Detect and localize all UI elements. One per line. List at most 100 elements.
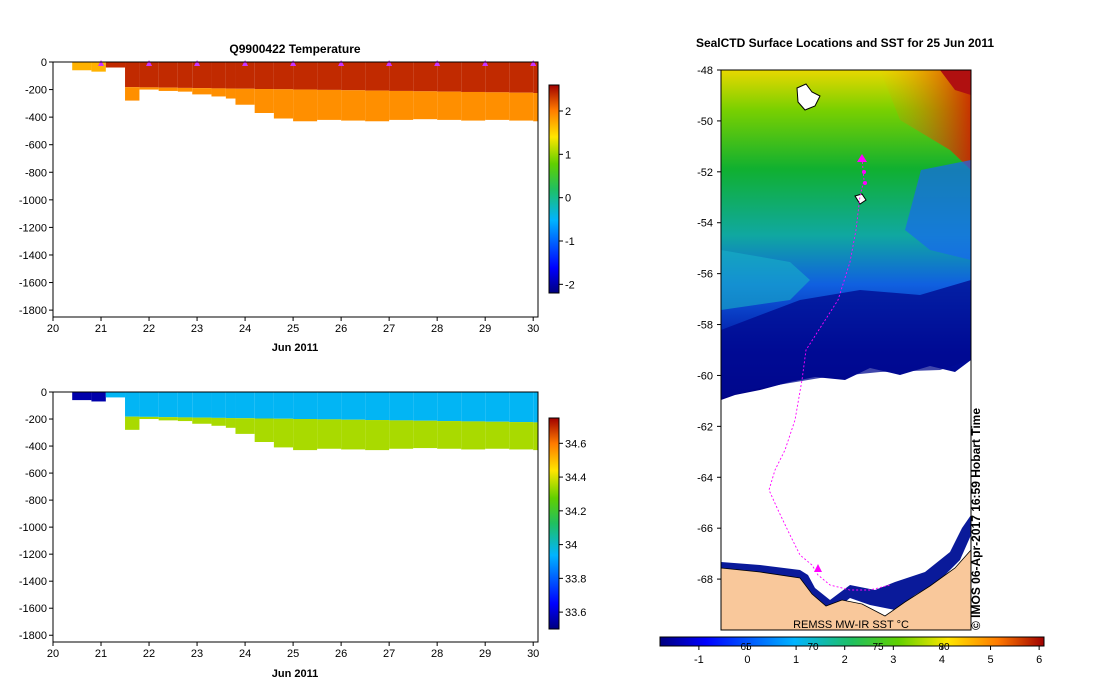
salinity-cell: [437, 421, 462, 449]
temperature-axes-frame: [52, 61, 539, 318]
heard-island: [854, 193, 867, 205]
salinity-x-tick-label: 24: [239, 648, 251, 660]
temperature-cell: [125, 62, 140, 88]
temperature-cell: [158, 87, 178, 91]
map-title: SealCTD Surface Locations and SST for 25…: [696, 36, 994, 50]
sst-colorbar-ticks: -1 0 1 2 3 4 5 6: [694, 646, 1042, 666]
temperature-cell: [273, 62, 294, 90]
temperature-cell: [413, 62, 438, 92]
salinity-x-tick-label: 25: [287, 648, 299, 660]
salinity-axes-frame: [52, 391, 539, 643]
temperature-cell: [293, 62, 318, 90]
salinity-cell: [177, 392, 193, 418]
longitude-tick-label: 75: [872, 642, 884, 653]
temperature-cell: [91, 62, 106, 72]
temperature-colorbar-ticks: 2 1 0 -1 -2: [559, 106, 575, 291]
salinity-cell: [461, 421, 486, 450]
temperature-panel: Q9900422 Temperature 20 21 22 23 24 25 26 27 28 2…: [19, 42, 575, 354]
sst-field: [721, 70, 971, 630]
salinity-cell: [413, 420, 438, 449]
sst-colorbar-label: REMSS MW-IR SST °C: [793, 619, 909, 631]
salinity-y-tick-label: -400: [25, 441, 47, 453]
temperature-cell: [365, 62, 390, 91]
temperature-cell: [235, 88, 255, 105]
longitude-tick-label: 70: [807, 642, 819, 653]
salinity-colorbar-tick-label: 34.6: [565, 438, 586, 450]
temperature-colorbar-tick-label: 2: [565, 106, 571, 118]
kerguelen-island: [796, 83, 821, 111]
temperature-cell: [413, 91, 438, 120]
temperature-cell: [139, 62, 159, 88]
temperature-x-tick-label: 23: [191, 323, 203, 335]
salinity-cell: [485, 392, 510, 422]
salinity-cell: [211, 417, 226, 426]
temperature-cell: [293, 89, 318, 122]
salinity-cell: [437, 392, 462, 422]
temperature-cell: [461, 91, 486, 121]
temperature-cell: [389, 90, 414, 120]
temperature-cell: [437, 91, 462, 120]
salinity-x-tick-label: 22: [143, 648, 155, 660]
temperature-cell: [365, 90, 390, 122]
sst-colorbar: [659, 636, 1045, 647]
temperature-cell: [317, 89, 342, 120]
salinity-cell: [139, 416, 159, 420]
temperature-cell: [341, 90, 366, 121]
profile-marker: [530, 60, 537, 66]
salinity-cell: [192, 417, 212, 424]
sst-colorbar-tick-label: 6: [1036, 654, 1042, 666]
latitude-tick-label: -54: [697, 218, 713, 230]
temperature-cell: [211, 88, 226, 97]
salinity-cell: [273, 392, 294, 419]
salinity-x-tick-label: 30: [527, 648, 539, 660]
latitude-tick-label: -56: [697, 269, 713, 281]
temperature-x-tick-label: 30: [527, 323, 539, 335]
latitude-tick-label: -50: [697, 116, 713, 128]
salinity-cell: [235, 418, 255, 434]
salinity-cell: [533, 392, 538, 423]
salinity-cell: [485, 421, 510, 449]
temperature-colorbar-tick-label: 1: [565, 149, 571, 161]
temperature-colorbar-tick-label: -1: [565, 236, 575, 248]
profile-markers: [98, 60, 537, 66]
profile-marker: [386, 60, 393, 66]
temperature-x-tick-label: 26: [335, 323, 347, 335]
latitude-tick-label: -66: [697, 523, 713, 535]
temperature-x-label: Jun 2011: [272, 342, 318, 354]
sst-colorbar-tick-label: 0: [744, 654, 750, 666]
temperature-cell: [177, 62, 193, 88]
temperature-y-tick-label: -1200: [19, 222, 47, 234]
longitude-tick-label: 80: [938, 642, 950, 653]
temperature-cell: [461, 62, 486, 92]
salinity-cell: [341, 419, 366, 450]
imos-stamp: © IMOS 06-Apr-2017 16:59 Hobart Time: [969, 408, 983, 630]
temperature-x-ticks: 20 21 22 23 24 25 26 27 28 29 30: [47, 317, 539, 335]
salinity-colorbar-tick-label: 33.8: [565, 573, 586, 585]
temperature-cell: [485, 92, 510, 120]
salinity-cell: [177, 417, 193, 422]
salinity-x-tick-label: 20: [47, 648, 59, 660]
salinity-cell: [254, 392, 274, 419]
salinity-colorbar-tick-label: 34.2: [565, 506, 586, 518]
sst-map-panel: SealCTD Surface Locations and SST for 25…: [659, 36, 1045, 666]
salinity-cell: [72, 392, 92, 401]
temperature-cell: [158, 62, 178, 88]
salinity-section: [72, 392, 538, 451]
salinity-cell: [158, 392, 178, 418]
temperature-x-tick-label: 20: [47, 323, 59, 335]
latitude-tick-label: -64: [697, 472, 713, 484]
salinity-y-tick-label: 0: [41, 387, 47, 399]
map-frame: [720, 69, 972, 631]
temperature-cell: [192, 62, 212, 89]
salinity-cell: [461, 392, 486, 422]
sst-colorbar-tick-label: 1: [793, 654, 799, 666]
salinity-y-ticks: 0 -200 -400 -600 -800 -1000 -1200 -1400 -1600 -18…: [19, 387, 53, 642]
salinity-cell: [273, 418, 294, 448]
salinity-y-tick-label: -1800: [19, 630, 47, 642]
temperature-x-tick-label: 21: [95, 323, 107, 335]
salinity-cell: [365, 392, 390, 421]
latitude-tick-label: -48: [697, 65, 713, 77]
temperature-cell: [125, 87, 140, 101]
salinity-y-tick-label: -1600: [19, 603, 47, 615]
